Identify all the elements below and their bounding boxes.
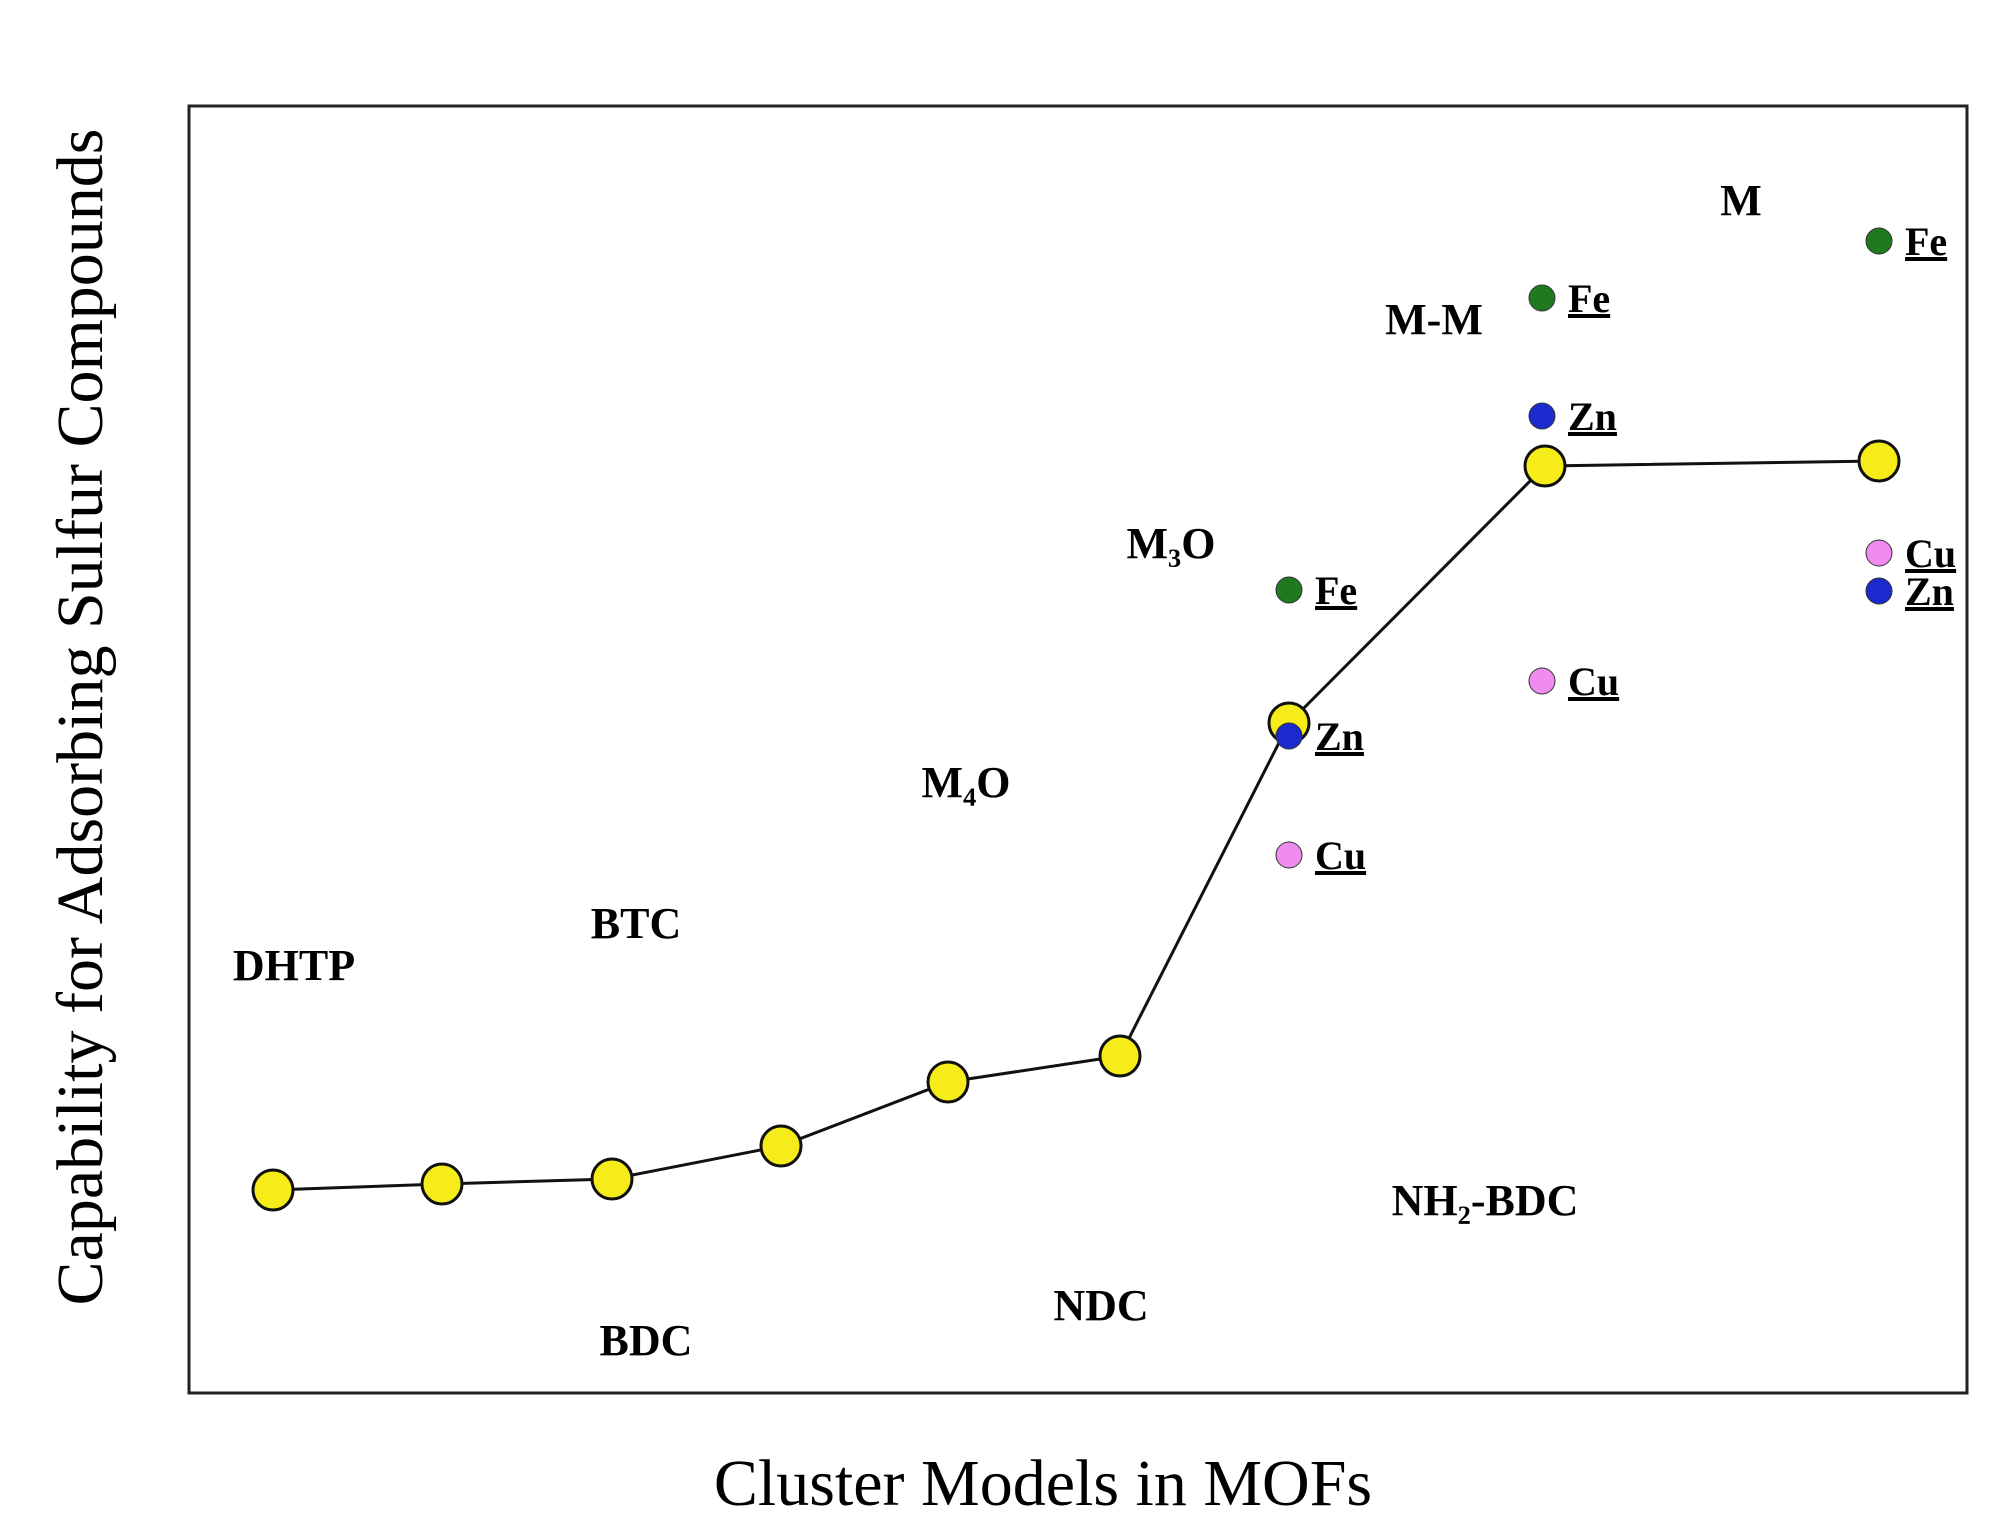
metal-dot (1865, 539, 1893, 567)
point (1857, 439, 1901, 483)
metal-label: Fe (1568, 276, 1610, 321)
metal-dot (1275, 576, 1303, 604)
metal-dot (1275, 722, 1303, 750)
linker-label: M-M (1385, 295, 1483, 344)
metal-dot (1528, 667, 1556, 695)
metal-dot (1528, 284, 1556, 312)
point (1098, 1034, 1142, 1078)
linker-label: M₄O (922, 758, 1011, 807)
point (590, 1157, 634, 1201)
linker-label: BTC (591, 899, 681, 948)
metal-dot (1275, 841, 1303, 869)
metal-label: Cu (1568, 659, 1619, 704)
x-axis-label: Cluster Models in MOFs (714, 1447, 1372, 1520)
metal-dot (1528, 402, 1556, 430)
metal-label: Fe (1905, 219, 1947, 264)
point (1523, 444, 1567, 488)
linker-label: NH₂-BDC (1392, 1176, 1579, 1225)
metal-dot (1865, 227, 1893, 255)
y-axis-label: Capability for Adsorbing Sulfur Compound… (44, 129, 117, 1306)
linker-label: BDC (600, 1316, 693, 1365)
metal-dot (1865, 577, 1893, 605)
point (420, 1162, 464, 1206)
plot-frame (187, 104, 1969, 1395)
point (926, 1060, 970, 1104)
metal-label: Fe (1315, 568, 1357, 613)
trend-line (272, 459, 1880, 1192)
metal-label: Zn (1905, 569, 1954, 614)
metal-label: Zn (1568, 394, 1617, 439)
linker-label: NDC (1053, 1281, 1148, 1330)
point (759, 1124, 803, 1168)
linker-label: M (1720, 176, 1762, 225)
metal-label: Zn (1315, 714, 1364, 759)
labels: DHTPBDCBTCNDCM₄ONH₂-BDCM₃OM-MMFeZnCuFeZn… (233, 176, 1956, 1365)
metal-label: Cu (1905, 531, 1956, 576)
linker-label: M₃O (1127, 519, 1216, 568)
linker-label: DHTP (233, 941, 355, 990)
cluster-points (251, 439, 1901, 1212)
point (251, 1168, 295, 1212)
metal-label: Cu (1315, 833, 1366, 878)
